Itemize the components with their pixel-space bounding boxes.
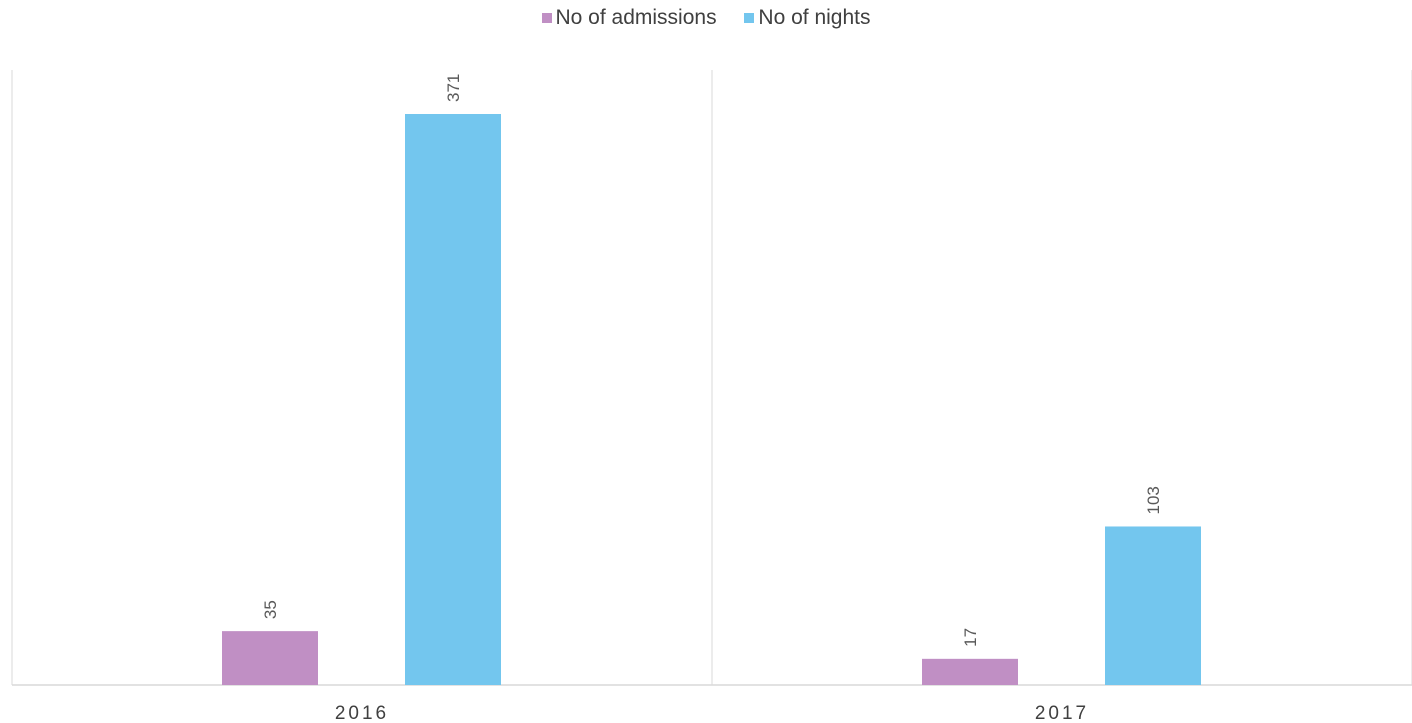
bar-2017-0 [922, 659, 1018, 685]
bar-2016-0 [222, 631, 318, 685]
x-tick-label: 2016 [335, 703, 389, 723]
data-label: 17 [961, 628, 980, 647]
bar-2017-1 [1105, 526, 1201, 685]
plot-area: 35 371 2016 17 103 2017 [12, 70, 1412, 723]
data-label: 103 [1144, 486, 1163, 514]
data-label: 371 [444, 74, 463, 102]
data-label: 35 [261, 600, 280, 619]
x-tick-label: 2017 [1035, 703, 1089, 723]
bar-2016-1 [405, 114, 501, 685]
